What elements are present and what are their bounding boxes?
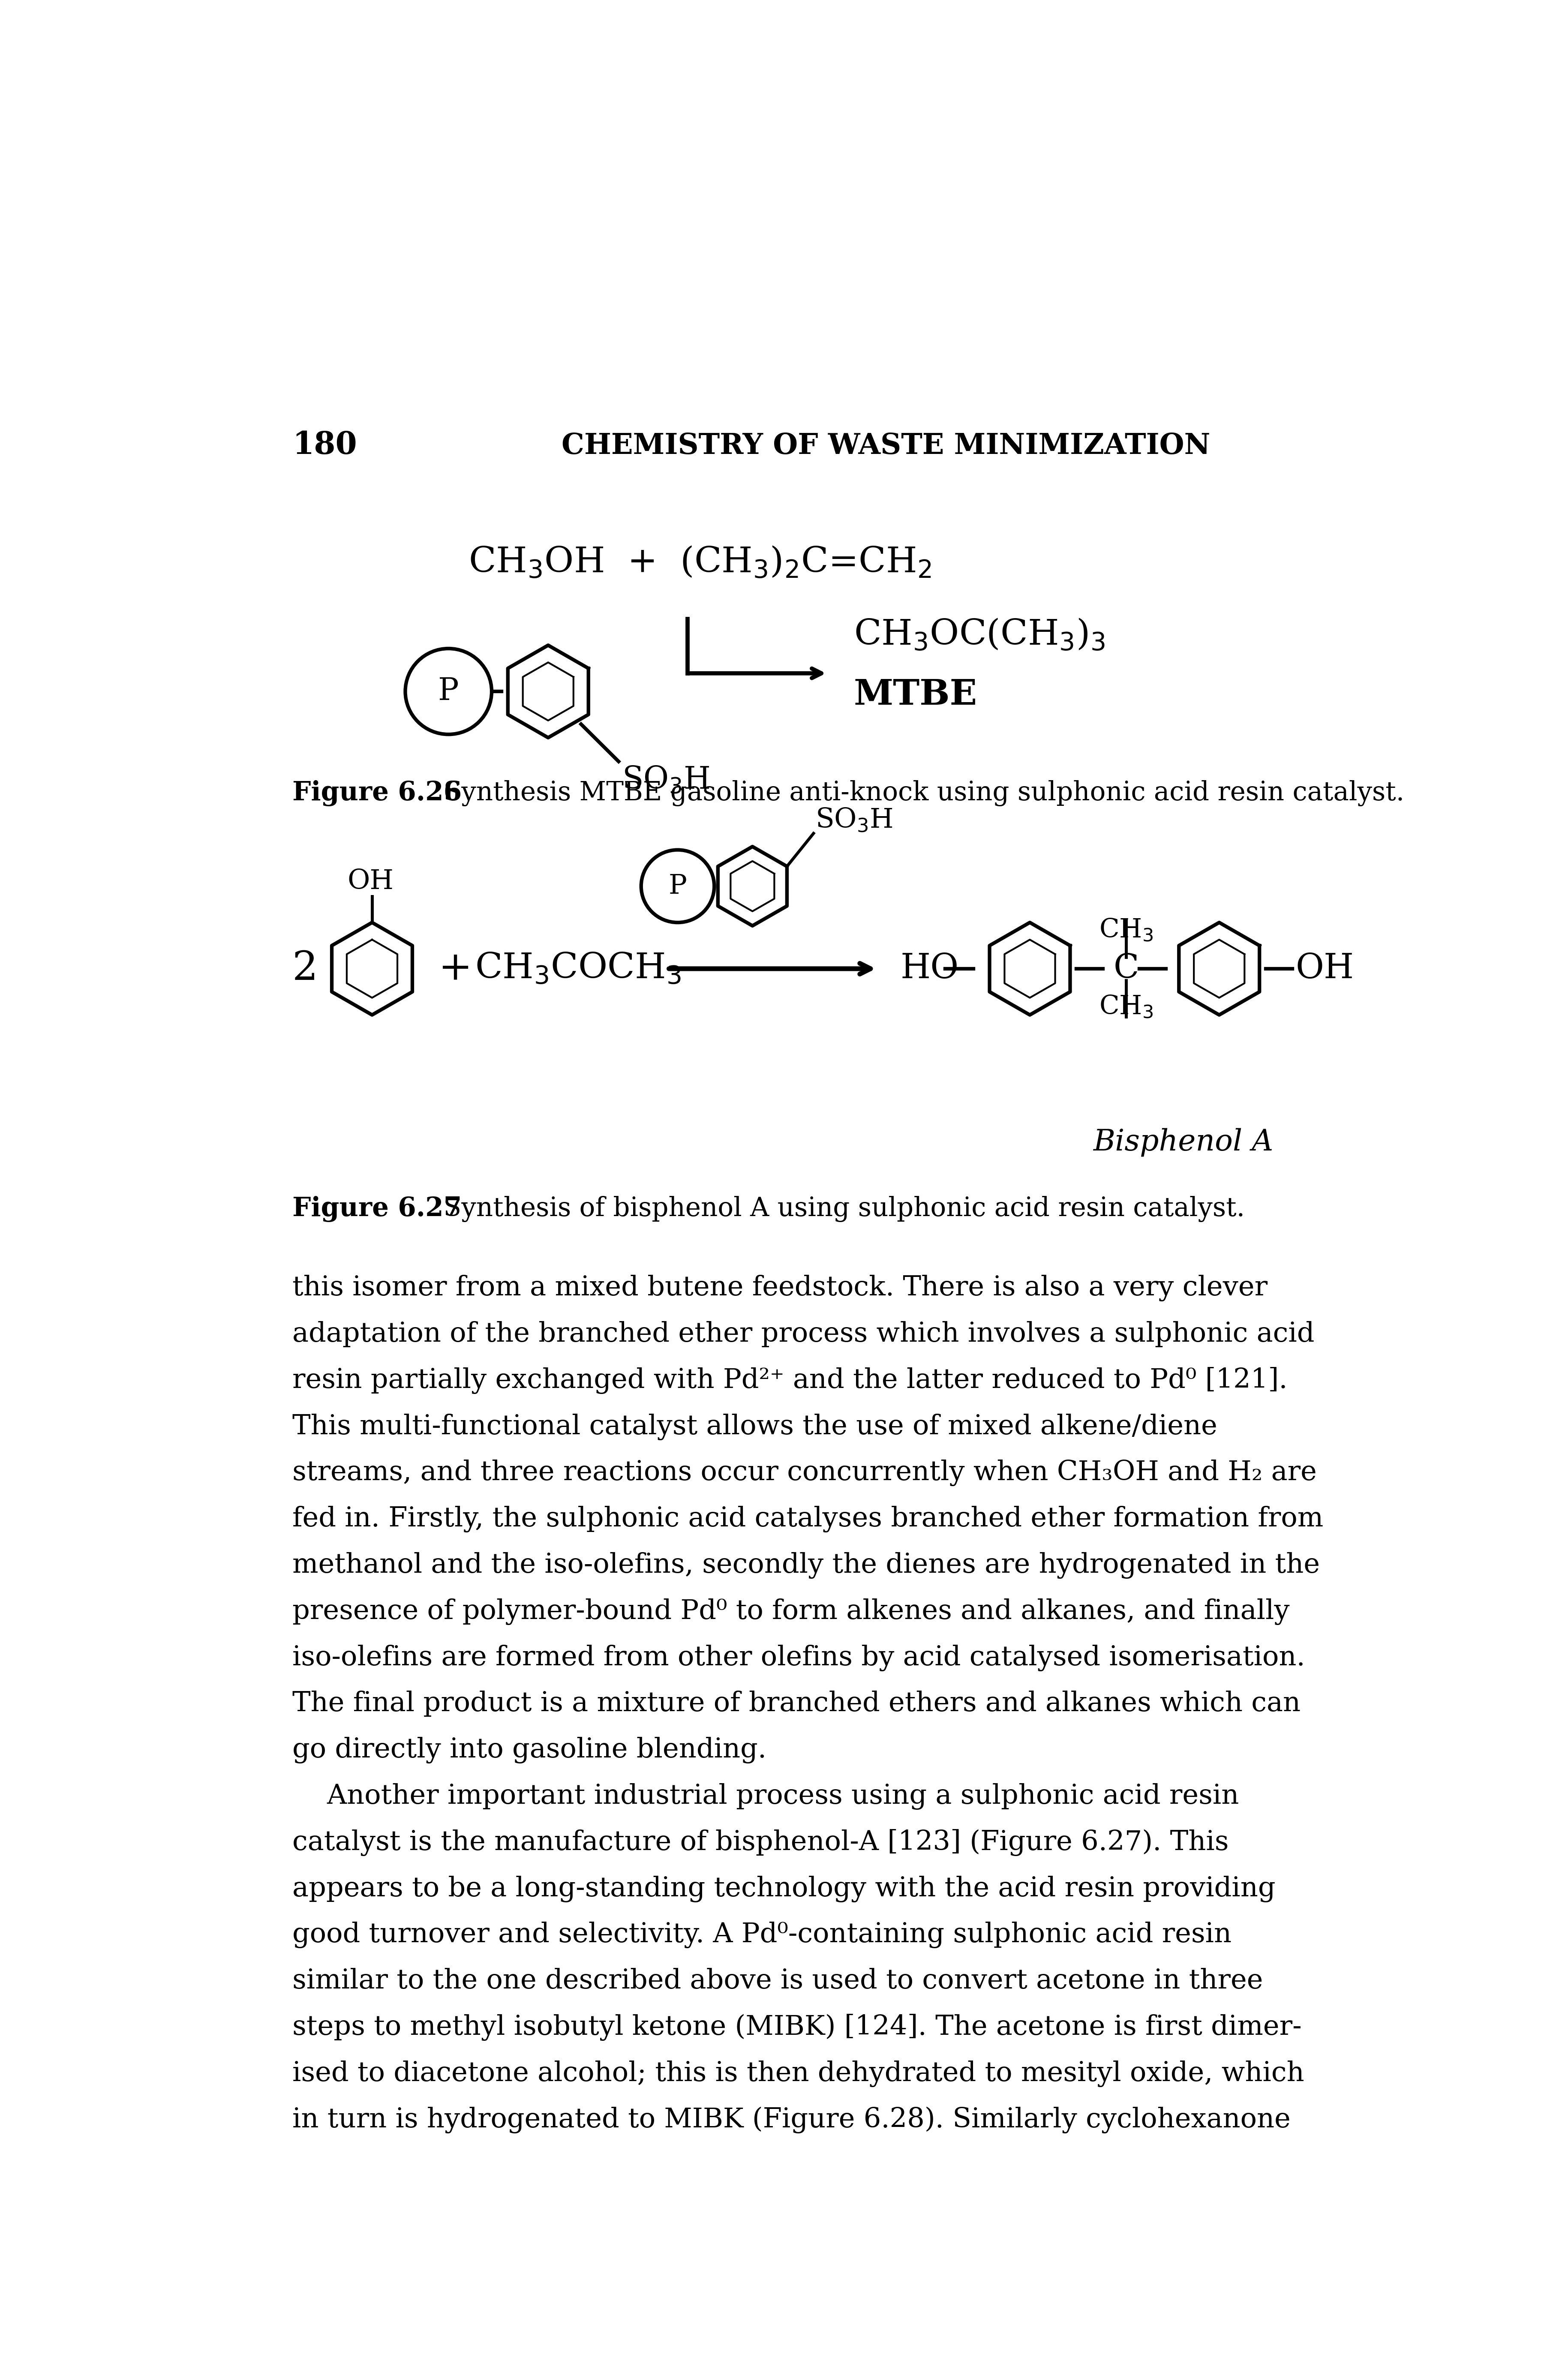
Text: HO: HO [900,952,958,985]
Text: resin partially exchanged with Pd²⁺ and the latter reduced to Pd⁰ [121].: resin partially exchanged with Pd²⁺ and … [292,1368,1287,1394]
Text: steps to methyl isobutyl ketone (MIBK) [124]. The acetone is first dimer-: steps to methyl isobutyl ketone (MIBK) [… [292,2013,1301,2041]
Text: streams, and three reactions occur concurrently when CH₃OH and H₂ are: streams, and three reactions occur concu… [292,1461,1317,1487]
Text: in turn is hydrogenated to MIBK (Figure 6.28). Similarly cyclohexanone: in turn is hydrogenated to MIBK (Figure … [292,2105,1290,2134]
Text: ised to diacetone alcohol; this is then dehydrated to mesityl oxide, which: ised to diacetone alcohol; this is then … [292,2060,1305,2086]
Text: The final product is a mixture of branched ethers and alkanes which can: The final product is a mixture of branch… [292,1691,1300,1718]
Text: SO$_3$H: SO$_3$H [815,806,892,833]
Text: CH$_3$OC(CH$_3$)$_3$: CH$_3$OC(CH$_3$)$_3$ [853,616,1105,652]
Text: appears to be a long-standing technology with the acid resin providing: appears to be a long-standing technology… [292,1875,1275,1903]
Text: CH$_3$: CH$_3$ [1099,994,1154,1021]
Circle shape [641,849,715,923]
Text: CH$_3$COCH$_3$: CH$_3$COCH$_3$ [475,952,681,985]
Text: presence of polymer-bound Pd⁰ to form alkenes and alkanes, and finally: presence of polymer-bound Pd⁰ to form al… [292,1599,1289,1625]
Text: +: + [439,949,472,987]
Text: OH: OH [347,868,394,895]
Text: 180: 180 [292,431,358,459]
Circle shape [405,649,492,735]
Text: Synthesis of bisphenol A using sulphonic acid resin catalyst.: Synthesis of bisphenol A using sulphonic… [436,1197,1245,1223]
Text: adaptation of the branched ether process which involves a sulphonic acid: adaptation of the branched ether process… [292,1320,1314,1347]
Text: Synthesis MTBE gasoline anti-knock using sulphonic acid resin catalyst.: Synthesis MTBE gasoline anti-knock using… [436,780,1405,806]
Text: iso-olefins are formed from other olefins by acid catalysed isomerisation.: iso-olefins are formed from other olefin… [292,1644,1305,1670]
Text: catalyst is the manufacture of bisphenol-A [123] (Figure 6.27). This: catalyst is the manufacture of bisphenol… [292,1829,1229,1856]
Text: This multi-functional catalyst allows the use of mixed alkene/diene: This multi-functional catalyst allows th… [292,1413,1217,1439]
Text: Figure 6.26: Figure 6.26 [292,780,461,806]
Text: OH: OH [1295,952,1355,985]
Text: good turnover and selectivity. A Pd⁰-containing sulphonic acid resin: good turnover and selectivity. A Pd⁰-con… [292,1922,1231,1948]
Text: 2: 2 [292,949,318,987]
Text: CH$_3$: CH$_3$ [1099,918,1154,944]
Text: Another important industrial process using a sulphonic acid resin: Another important industrial process usi… [292,1784,1239,1810]
Text: CHEMISTRY OF WASTE MINIMIZATION: CHEMISTRY OF WASTE MINIMIZATION [561,433,1210,459]
Text: MTBE: MTBE [853,678,977,711]
Text: SO$_3$H: SO$_3$H [622,764,710,795]
Text: P: P [437,676,459,707]
Text: methanol and the iso-olefins, secondly the dienes are hydrogenated in the: methanol and the iso-olefins, secondly t… [292,1551,1320,1580]
Text: Bisphenol A: Bisphenol A [1093,1128,1273,1156]
Text: Figure 6.27: Figure 6.27 [292,1197,463,1223]
Text: similar to the one described above is used to convert acetone in three: similar to the one described above is us… [292,1967,1262,1994]
Text: this isomer from a mixed butene feedstock. There is also a very clever: this isomer from a mixed butene feedstoc… [292,1275,1267,1301]
Text: CH$_3$OH  +  (CH$_3$)$_2$C=CH$_2$: CH$_3$OH + (CH$_3$)$_2$C=CH$_2$ [469,545,931,580]
Text: fed in. Firstly, the sulphonic acid catalyses branched ether formation from: fed in. Firstly, the sulphonic acid cata… [292,1506,1323,1532]
Text: C: C [1113,952,1138,985]
Text: go directly into gasoline blending.: go directly into gasoline blending. [292,1737,767,1763]
Text: P: P [668,873,687,899]
